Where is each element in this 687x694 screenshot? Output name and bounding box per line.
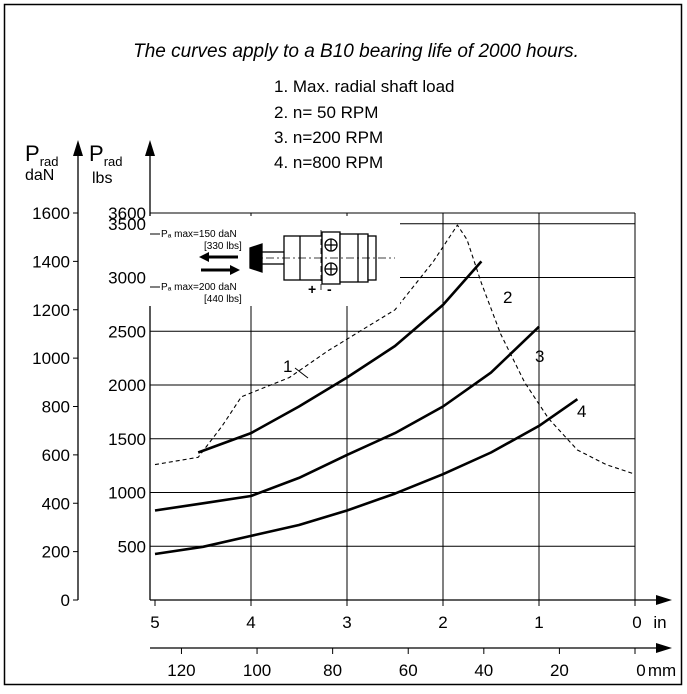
y-tick-label-left: 400: [42, 494, 70, 513]
tick-labels: 0200400600800100012001400160050010001500…: [32, 204, 676, 680]
y-tick-label-right: 1500: [108, 430, 146, 449]
inset-minus-sign: -: [327, 281, 332, 297]
y-tick-label-left: 1400: [32, 252, 70, 271]
y-axis-right-symbol: Prad: [89, 141, 122, 169]
y-tick-label-right: 3500: [108, 215, 146, 234]
legend-entry-4: 4. n=800 RPM: [274, 153, 383, 172]
inset-plus-sign: +: [308, 281, 316, 297]
series-line-2: [197, 260, 483, 454]
legend-entry-1: 1. Max. radial shaft load: [274, 77, 454, 96]
y-tick-label-right: 1000: [108, 484, 146, 503]
y-axis-left-symbol: Prad: [25, 141, 58, 169]
series-label-2: 2: [503, 288, 512, 307]
y-tick-label-left: 1000: [32, 349, 70, 368]
inset-radial-load-1: Pₐ max=150 daN: [161, 229, 237, 240]
x-axis-in-unit: in: [653, 613, 666, 632]
series-label-1: 1: [283, 357, 292, 376]
x-axis-mm-unit: mm: [648, 661, 676, 680]
y-tick-label-left: 600: [42, 446, 70, 465]
x-axis-in-arrow: [656, 595, 672, 605]
x-tick-label-in: 3: [342, 613, 351, 632]
x-tick-label-mm: 60: [399, 661, 418, 680]
y-tick-label-right: 500: [118, 537, 146, 556]
y-tick-label-right: 2000: [108, 376, 146, 395]
x-tick-label-in: 1: [534, 613, 543, 632]
inset-arrow-left-head: [199, 252, 209, 262]
x-tick-label-mm: 40: [474, 661, 493, 680]
y-tick-label-left: 0: [61, 591, 70, 610]
x-tick-label-in: 5: [150, 613, 159, 632]
y-axis-left-arrow: [73, 140, 83, 156]
x-tick-label-mm: 120: [167, 661, 195, 680]
series-labels: 1 2 3 4: [283, 288, 586, 421]
chart-title: The curves apply to a B10 bearing life o…: [133, 41, 579, 62]
y-axis-right-unit: lbs: [92, 170, 112, 187]
inset-arrow-right-head: [230, 265, 240, 275]
series-label-4: 4: [577, 402, 586, 421]
series-lines: [154, 224, 636, 556]
x-tick-label-mm: 0: [636, 661, 645, 680]
x-tick-label-mm: 100: [243, 661, 271, 680]
x-tick-label-in: 4: [246, 613, 255, 632]
series-label-leader-1: [294, 367, 309, 379]
y-tick-label-left: 200: [42, 543, 70, 562]
legend-entry-3: 3. n=200 RPM: [274, 128, 383, 147]
y-axis-left-unit: daN: [25, 167, 54, 184]
x-tick-label-in: 2: [438, 613, 447, 632]
y-axis-right-arrow: [145, 140, 155, 156]
y-tick-label-left: 1200: [32, 301, 70, 320]
chart-frame: [3, 3, 683, 686]
series-line-4: [154, 398, 579, 556]
inset-radial-load-1-lbs: [330 lbs]: [204, 241, 242, 252]
x-tick-label-in: 0: [632, 613, 641, 632]
y-tick-label-left: 800: [42, 398, 70, 417]
y-tick-label-right: 2500: [108, 322, 146, 341]
inset-radial-load-2-lbs: [440 lbs]: [204, 294, 242, 305]
series-line-3: [154, 325, 540, 512]
series-label-3: 3: [535, 347, 544, 366]
series-line-1: [154, 224, 636, 475]
x-tick-label-mm: 80: [323, 661, 342, 680]
motor-inset: Pₐ max=150 daN [330 lbs] Pₐ max=200 daN …: [148, 216, 400, 306]
legend-entry-2: 2. n= 50 RPM: [274, 103, 378, 122]
inset-radial-load-2: Pₐ max=200 daN: [161, 282, 237, 293]
x-axis-mm-arrow: [656, 643, 672, 653]
y-tick-label-right: 3600: [108, 204, 146, 223]
y-tick-label-left: 1600: [32, 204, 70, 223]
y-tick-label-right: 3000: [108, 269, 146, 288]
x-tick-label-mm: 20: [550, 661, 569, 680]
